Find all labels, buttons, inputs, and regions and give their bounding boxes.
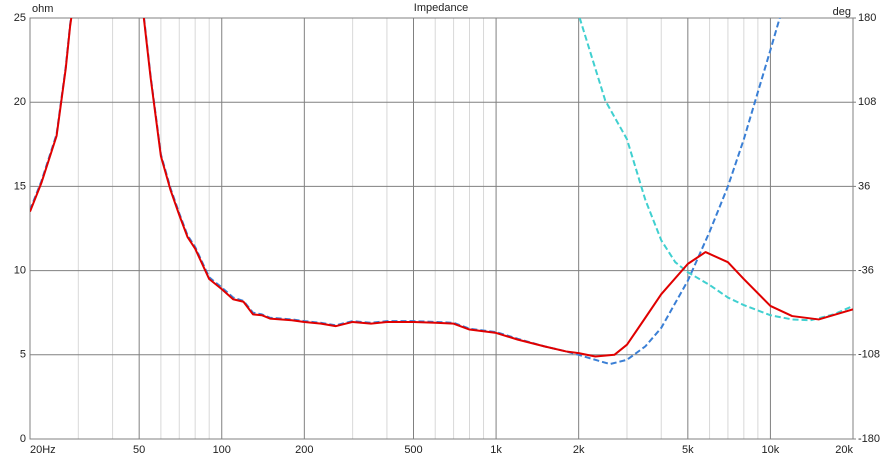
x-tick-label: 500 [404,444,422,456]
x-tick-label: 200 [295,444,313,456]
y-tick-label: 15 [14,180,26,192]
x-tick-label: 1k [490,444,502,456]
y-tick-label: 5 [20,349,26,361]
series-line [578,18,853,322]
y2-tick-label: 180 [858,12,876,24]
x-tick-label: 10k [762,444,780,456]
y2-tick-label: 36 [858,180,870,192]
y2-tick-label: -180 [858,433,880,445]
y2-tick-label: -108 [858,349,880,361]
x-tick-label: 100 [213,444,231,456]
lines [30,18,853,366]
x-tick-label: 20Hz [30,444,56,456]
x-tick-label: 5k [682,444,694,456]
chart-title: Impedance [414,2,468,14]
y2-tick-label: 108 [858,96,876,108]
y-tick-label: 0 [20,433,26,445]
y-tick-label: 10 [14,265,26,277]
y-axis-label: ohm [32,3,53,15]
plot-area [29,17,854,440]
y-tick-label: 25 [14,12,26,24]
grid [29,17,856,440]
y2-axis-label: deg [833,6,851,18]
x-tick-label: 20k [835,444,853,456]
y2-tick-label: -36 [858,265,874,277]
x-tick-label: 2k [573,444,585,456]
y-tick-label: 20 [14,96,26,108]
x-tick-label: 50 [133,444,145,456]
series-line [30,18,853,358]
